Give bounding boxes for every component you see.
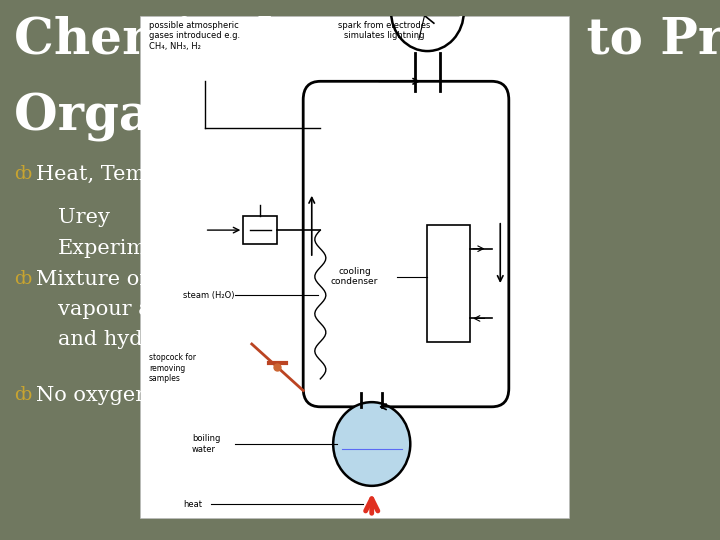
Text: Organic Molecules: Organic Molecules xyxy=(14,92,540,141)
Text: ȸ: ȸ xyxy=(14,165,32,183)
Text: Heat, Temperature and Lightning – Miller and: Heat, Temperature and Lightning – Miller… xyxy=(36,165,526,184)
Text: boiling
water: boiling water xyxy=(192,434,220,454)
Text: Mixture of gases e.g. water: Mixture of gases e.g. water xyxy=(36,270,327,289)
Bar xyxy=(140,16,569,518)
Bar xyxy=(243,216,277,244)
Text: vapour and ammonia, methane,: vapour and ammonia, methane, xyxy=(58,300,393,319)
Text: No oxygen: No oxygen xyxy=(36,386,149,405)
Circle shape xyxy=(333,402,410,486)
Text: ȸ: ȸ xyxy=(14,386,32,404)
Text: heat: heat xyxy=(183,500,202,509)
Text: Urey: Urey xyxy=(58,208,109,227)
Bar xyxy=(428,225,470,342)
Text: ȸ: ȸ xyxy=(14,270,32,288)
Text: stopcock for
removing
samples: stopcock for removing samples xyxy=(149,353,196,383)
Text: possible atmospheric
gases introduced e.g.
CH₄, NH₃, H₂: possible atmospheric gases introduced e.… xyxy=(149,21,240,51)
Text: Chemical Reactions to Produce Simple: Chemical Reactions to Produce Simple xyxy=(14,16,720,65)
Text: cooling
condenser: cooling condenser xyxy=(331,267,378,286)
Text: and hydrogen sulphide: and hydrogen sulphide xyxy=(58,330,300,349)
Text: steam (H₂O): steam (H₂O) xyxy=(183,291,235,300)
Text: Experiment: Experiment xyxy=(58,239,181,258)
Text: spark from electrodes
simulates lightning: spark from electrodes simulates lightnin… xyxy=(338,21,431,40)
